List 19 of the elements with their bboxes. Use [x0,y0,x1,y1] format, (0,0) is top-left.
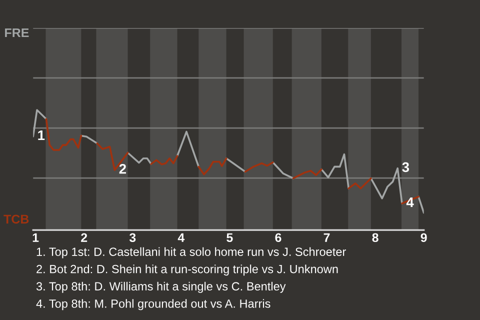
text: 2. Bot 2nd: D. Shein hit a run-scoring triple vs J. Unknown [36,264,338,276]
annotation: 4 [406,197,414,208]
annotation: 3 [402,162,410,172]
text: 1. Top 1st: D. Castellani hit a solo home run vs J. Schroeter [36,247,346,258]
text: 4. Top 8th: M. Pohl grounded out vs A. Harris [36,299,270,310]
text: FRE [5,28,29,38]
x-tick-label: 7 [324,233,330,242]
text: TCB [4,214,29,224]
text: 3. Top 8th: D. Williams hit a single vs C. Bentley [36,282,286,293]
x-tick-label: 4 [178,233,185,242]
x-tick-label: 3 [129,233,136,242]
x-tick-label: 9 [420,233,427,242]
x-tick-label: 2 [81,233,88,242]
x-tick-label: 6 [275,233,282,242]
x-tick-label: 5 [226,233,233,242]
annotation: 2 [119,164,126,174]
annotation: 1 [38,130,45,140]
x-tick-label: 8 [372,233,378,242]
x-tick-label: 1 [32,233,39,242]
